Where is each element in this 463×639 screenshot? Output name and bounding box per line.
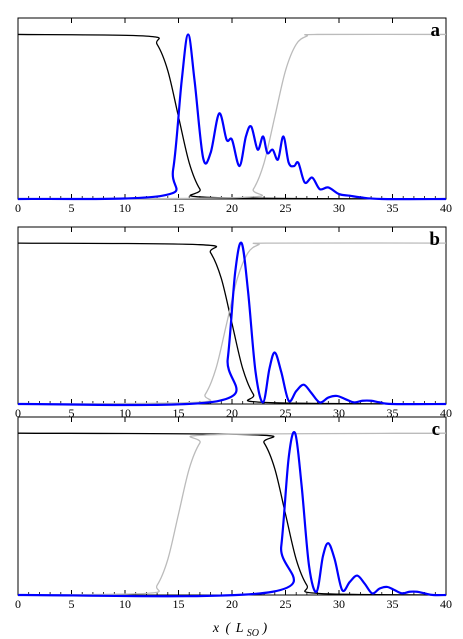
x-tick-label: 0 (15, 597, 21, 611)
x-tick-label: 10 (119, 597, 131, 611)
x-axis-title-var: x (212, 621, 220, 636)
series-line-blue-profile (17, 241, 447, 407)
x-tick-label: 30 (333, 597, 345, 611)
series-line-grey-profile (17, 33, 447, 200)
x-tick-label: 15 (173, 597, 185, 611)
x-tick-label: 5 (69, 597, 75, 611)
x-axis-title-symbol: L (235, 621, 244, 636)
x-tick-label: 15 (173, 201, 185, 215)
series-line-black-profile (17, 432, 447, 596)
x-axis-title-close: ) (262, 621, 268, 636)
x-tick-label: 5 (69, 201, 75, 215)
x-tick-label: 20 (226, 201, 238, 215)
panel-label: c (432, 419, 440, 440)
x-tick-label: 40 (440, 201, 452, 215)
panel-b: 0 5 10 15 20 25 30 35 40b (15, 226, 452, 420)
series-line-black-profile (17, 33, 447, 200)
x-tick-label: 35 (387, 201, 399, 215)
x-tick-label: 0 (15, 201, 21, 215)
series-line-blue-profile (17, 431, 447, 598)
x-tick-label: 5 (69, 406, 75, 420)
x-axis-title: x ( L SO ) (212, 621, 268, 639)
panel-c: 0 5 10 15 20 25 30 35 40 c (15, 416, 452, 611)
panel-label: b (429, 229, 440, 250)
series-line-blue-profile (17, 33, 447, 201)
x-axis-title-open: ( (226, 621, 232, 636)
x-tick-label: 30 (333, 201, 345, 215)
x-tick-label: 40 (440, 597, 452, 611)
x-tick-label: 10 (119, 201, 131, 215)
series-line-grey-profile (17, 432, 447, 596)
plot-frame (17, 416, 447, 596)
panel-a: 0 5 10 15 20 25 30 35 40 a (15, 17, 452, 215)
x-tick-label: 20 (226, 597, 238, 611)
x-tick-label: 35 (387, 597, 399, 611)
x-axis-title-subscript: SO (247, 628, 259, 639)
plot-frame (17, 17, 447, 200)
x-tick-label: 25 (280, 201, 292, 215)
x-tick-label: 0 (15, 406, 21, 420)
x-tick-label: 25 (280, 597, 292, 611)
panel-label: a (431, 20, 441, 41)
